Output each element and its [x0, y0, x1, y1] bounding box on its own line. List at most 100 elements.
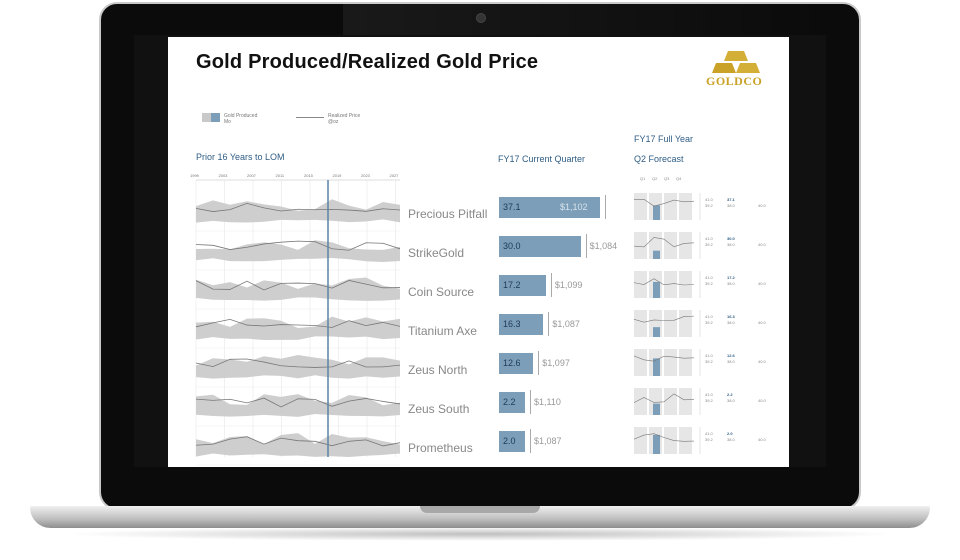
mine-name: Precious Pitfall — [408, 207, 488, 221]
legend-produced-sub: Mo — [224, 119, 231, 125]
forecast-label: Q2 Forecast — [634, 154, 684, 164]
production-bar — [499, 197, 600, 218]
forecast-value: 2.0 — [727, 431, 733, 436]
year-tick: 2023 — [361, 173, 370, 178]
forecast-value: 38.0 — [727, 320, 735, 325]
forecast-value: 41.0 — [705, 197, 713, 202]
year-tick: 1999 — [190, 173, 199, 178]
price-divider — [530, 390, 531, 414]
price-divider — [550, 273, 552, 297]
quarter-bg — [664, 310, 677, 337]
price-divider — [585, 234, 587, 258]
quarter-price-line — [633, 433, 695, 442]
production-value: 16.3 — [503, 319, 521, 329]
quarter-tick: Q3 — [664, 176, 670, 181]
history-price-line — [195, 397, 401, 408]
forecast-value: 38.0 — [727, 203, 735, 208]
current-quarter-label: FY17 Current Quarter — [498, 154, 586, 164]
quarter-bar — [653, 327, 660, 337]
full-year-label: FY17 Full Year — [634, 134, 694, 144]
history-area — [196, 240, 400, 262]
production-bar — [499, 236, 581, 257]
realized-price: $1,097 — [542, 358, 570, 368]
forecast-value: 39.2 — [705, 320, 713, 325]
price-divider — [548, 312, 550, 336]
quarter-price-line — [633, 278, 695, 286]
history-area — [196, 433, 400, 457]
quarter-bg — [664, 193, 677, 220]
forecast-value: 38.0 — [727, 242, 735, 247]
quarter-bar — [653, 358, 660, 376]
quarter-bar — [653, 250, 660, 259]
history-area — [196, 199, 400, 223]
screen-glare — [343, 0, 826, 35]
legend-swatch-produced-grey — [202, 113, 211, 122]
forecast-value: 39.2 — [705, 398, 713, 403]
quarter-price-line — [633, 355, 695, 362]
forecast-value: 41.0 — [705, 236, 713, 241]
production-value: 2.0 — [503, 436, 516, 446]
quarter-tick: Q4 — [676, 176, 682, 181]
history-area — [196, 316, 400, 340]
production-bar — [499, 431, 525, 452]
quarter-bg — [679, 349, 692, 376]
price-divider — [605, 195, 606, 219]
laptop-base — [30, 506, 930, 528]
forecast-value: 40.0 — [758, 203, 766, 208]
forecast-value: 41.0 — [705, 431, 713, 436]
year-tick: 2027 — [389, 173, 399, 178]
realized-price: $1,099 — [554, 280, 583, 290]
history-chart — [195, 179, 701, 466]
laptop-shadow — [60, 527, 900, 541]
forecast-value: 40.0 — [758, 281, 766, 286]
mine-name: Prometheus — [408, 441, 473, 455]
history-price-line — [195, 436, 401, 447]
mine-name: Zeus South — [408, 402, 470, 416]
quarter-bg — [679, 232, 692, 259]
legend-price-sub: @oz — [328, 119, 339, 125]
forecast-value: 16.3 — [727, 314, 735, 319]
year-tick: 2003 — [218, 173, 228, 178]
year-tick: 2011 — [275, 173, 285, 178]
quarter-price-line — [633, 393, 695, 403]
quarter-tick: Q1 — [640, 176, 646, 181]
history-price-line — [195, 240, 401, 251]
mine-name: Titanium Axe — [408, 324, 477, 338]
realized-price: $1,102 — [560, 202, 588, 212]
realized-price: $1,084 — [589, 241, 618, 251]
mine-name: StrikeGold — [408, 246, 465, 260]
quarter-bg — [679, 271, 692, 298]
price-divider — [530, 429, 531, 453]
page-title: Gold Produced/Realized Gold Price — [196, 51, 539, 73]
production-bar — [499, 353, 534, 374]
forecast-value: 39.2 — [705, 242, 713, 247]
forecast-value: 41.0 — [705, 392, 713, 397]
year-tick: 2007 — [247, 173, 256, 178]
history-price-line — [195, 280, 401, 291]
history-area — [196, 277, 400, 301]
quarter-bg — [634, 310, 647, 337]
quarter-bg — [634, 271, 647, 298]
forecast-value: 40.0 — [758, 398, 766, 403]
production-value: 2.2 — [503, 397, 516, 407]
quarter-bg — [664, 427, 677, 454]
forecast-value: 41.0 — [705, 353, 713, 358]
price-divider — [538, 351, 540, 375]
forecast-value: 38.0 — [727, 359, 735, 364]
production-value: 17.2 — [503, 280, 521, 290]
history-section-label: Prior 16 Years to LOM — [196, 152, 285, 162]
quarter-bg — [664, 349, 677, 376]
forecast-value: 17.2 — [727, 275, 735, 280]
production-bar — [499, 392, 525, 413]
quarter-bg — [679, 193, 692, 220]
forecast-value: 39.2 — [705, 203, 713, 208]
forecast-value: 38.0 — [727, 398, 735, 403]
history-price-line — [195, 202, 401, 212]
year-tick: 2019 — [332, 173, 342, 178]
quarter-tick: Q2 — [652, 176, 658, 181]
mine-name: Zeus North — [408, 363, 468, 377]
legend-produced-label: Gold Produced — [224, 113, 258, 119]
dashboard-page: Gold Produced/Realized Gold Price GOLDCO… — [168, 37, 789, 467]
legend-swatch-produced-blue — [211, 113, 220, 122]
legend-price-label: Realized Price — [328, 113, 361, 119]
